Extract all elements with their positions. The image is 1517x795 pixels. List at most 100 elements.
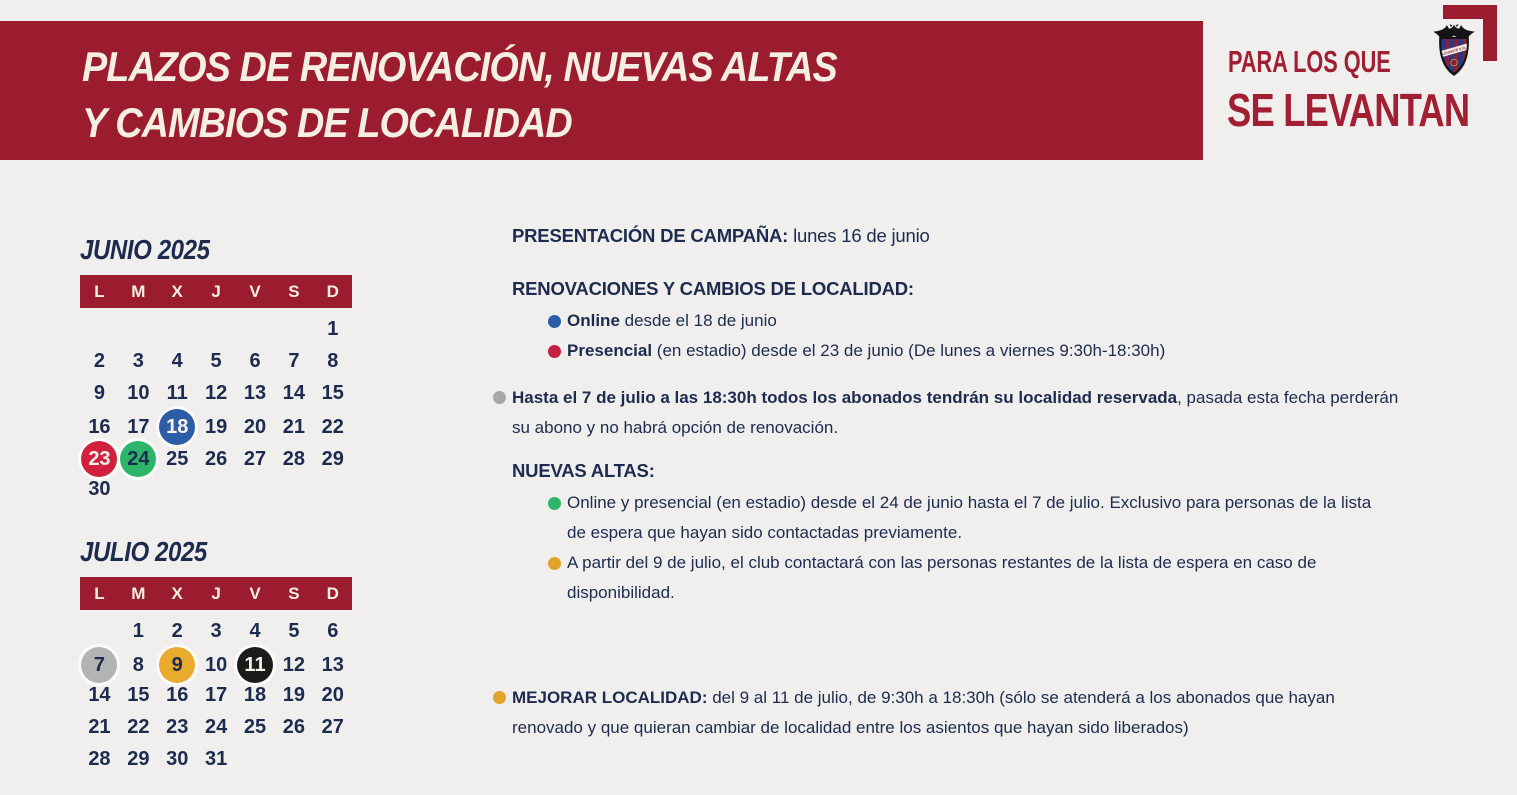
calendar-day-cell: 23 [166,716,189,738]
calendar-day-cell: 22 [321,416,344,438]
weekday-label: X [171,583,183,603]
weekday-label: X [171,281,183,301]
blue-bullet-icon [548,315,561,328]
highlighted-date: 9 [159,647,196,683]
calendar-june: JUNIO 2025 L M X J V S D 1 2 3 4 5 6 7 8 9 10 11 12 13 14 15 1… [80,234,360,505]
calendar-day-cell: 4 [171,350,183,372]
calendar-day-cell: 13 [243,382,267,404]
calendar-day-cell: 31 [204,748,228,770]
calendar-day-cell: 9 [93,382,105,404]
calendar-day-cell: 1 [327,318,339,340]
calendar-day-cell: 28 [88,748,111,770]
calendar-day-cell: 7 [81,647,118,683]
calendar-week-row: 30 [80,473,352,505]
calendar-day-cell: 17 [204,684,228,706]
calendar-day-cell: 16 [166,684,189,706]
calendar-day-cell: 3 [210,620,222,642]
presentacion-label: PRESENTACIÓN DE CAMPAÑA: [512,225,789,246]
calendar-day-cell: 15 [321,382,344,404]
calendar-day-cell: 5 [210,350,222,372]
mejorar-text: MEJORAR LOCALIDAD: del 9 al 11 de julio,… [512,688,1335,737]
calendar-day-cell: 15 [127,684,150,706]
calendar-day-cell: 9 [159,647,196,683]
calendar-day-cell: 21 [282,416,306,438]
yellow-bullet-icon [493,691,506,704]
weekday-label: S [288,281,300,301]
section-presentacion: PRESENTACIÓN DE CAMPAÑA: lunes 16 de jun… [495,224,1402,248]
calendar-day-cell: 6 [327,620,339,642]
calendar-day-cell: 29 [127,748,150,770]
page-title-line2: Y CAMBIOS DE LOCALIDAD [82,99,573,146]
section-mejorar-localidad: MEJORAR LOCALIDAD: del 9 al 11 de julio,… [493,683,1402,743]
calendar-day-cell: 11 [166,382,188,404]
header-banner: PLAZOS DE RENOVACIÓN, NUEVAS ALTAS Y CAM… [0,21,1203,160]
reserva-text: Hasta el 7 de julio a las 18:30h todos l… [512,388,1399,437]
list-item: Presencial (en estadio) desde el 23 de j… [495,336,1385,366]
calendar-day-cell: 12 [204,382,228,404]
list-item-text: A partir del 9 de julio, el club contact… [567,553,1317,602]
weekday-label: L [94,583,105,603]
calendar-day-cell: 4 [249,620,261,642]
calendar-day-cell: 25 [166,448,189,470]
calendar-day-cell: 2 [93,350,105,372]
calendar-day-cell: 26 [282,716,306,738]
calendar-day-cell: 27 [243,448,267,470]
calendar-day-cell: 8 [327,350,339,372]
weekday-label: D [326,281,339,301]
calendar-week-row: 16 17 18 19 20 21 22 [80,409,352,445]
renovaciones-list: Online desde el 18 de junio Presencial (… [495,306,1385,366]
calendar-day-cell: 21 [88,716,111,738]
section-renovaciones: RENOVACIONES Y CAMBIOS DE LOCALIDAD: Onl… [495,277,1385,366]
weekday-label: V [249,583,261,603]
calendar-week-row: 9 10 11 12 13 14 15 [80,377,352,409]
calendar-week-row: 28 29 30 31 [80,743,352,775]
weekday-label: V [249,281,261,301]
corner-bracket-vertical [1483,5,1497,61]
green-bullet-icon [548,497,561,510]
calendar-day-cell: 5 [288,620,300,642]
calendar-day-cell: 20 [321,684,344,706]
calendar-day-cell: 27 [321,716,344,738]
calendar-week-row: 14 15 16 17 18 19 20 [80,679,352,711]
weekday-label: M [131,281,146,301]
weekday-label: S [288,583,300,603]
red-bullet-icon [548,345,561,358]
list-item: A partir del 9 de julio, el club contact… [495,548,1385,608]
presentacion-value: lunes 16 de junio [788,225,930,246]
calendar-day-cell: 14 [88,684,111,706]
club-tagline-line1: PARA LOS QUE [1228,44,1391,79]
calendar-week-row: 21 22 23 24 25 26 27 [80,711,352,743]
calendar-day-cell: 7 [288,350,300,372]
calendar-day-cell: 30 [166,748,189,770]
calendar-day-cell: 18 [243,684,267,706]
calendar-day-cell: 13 [321,654,344,676]
calendar-day-cell: 23 [81,441,118,477]
calendar-day-cell: 1 [132,620,144,642]
list-item: Online y presencial (en estadio) desde e… [495,488,1385,548]
calendar-day-cell: 10 [204,654,228,676]
list-item-text: Online y presencial (en estadio) desde e… [567,493,1372,542]
calendar-day-cell: 12 [282,654,306,676]
section-nuevas-altas: NUEVAS ALTAS: Online y presencial (en es… [495,459,1385,608]
calendar-day-cell: 29 [321,448,344,470]
calendar-day-cell: 17 [127,416,150,438]
calendar-day-cell: 22 [127,716,150,738]
info-column: PRESENTACIÓN DE CAMPAÑA: lunes 16 de jun… [493,222,1398,737]
yellow-bullet-icon [548,557,561,570]
highlighted-date: 24 [120,441,157,477]
calendar-july: JULIO 2025 L M X J V S D 1 2 3 4 5 6 7 8 9 10 11 12 13 14 15 1… [80,536,360,775]
calendar-week-row: 1 2 3 4 5 6 [80,615,352,647]
renovaciones-heading: RENOVACIONES Y CAMBIOS DE LOCALIDAD: [512,278,914,299]
calendar-day-cell: 19 [204,416,228,438]
calendar-day-cell: 19 [282,684,306,706]
calendar-week-row: 23 24 25 26 27 28 29 [80,441,352,477]
calendar-july-grid: L M X J V S D 1 2 3 4 5 6 7 8 9 10 11 12 13 14 15 16 17 18 19 20 21… [80,577,360,775]
weekday-label: J [211,281,221,301]
club-tagline-line2: SE LEVANTAN [1227,84,1470,136]
nuevas-altas-list: Online y presencial (en estadio) desde e… [495,488,1385,608]
gray-bullet-icon [493,391,506,404]
calendar-day-cell: 26 [204,448,228,470]
